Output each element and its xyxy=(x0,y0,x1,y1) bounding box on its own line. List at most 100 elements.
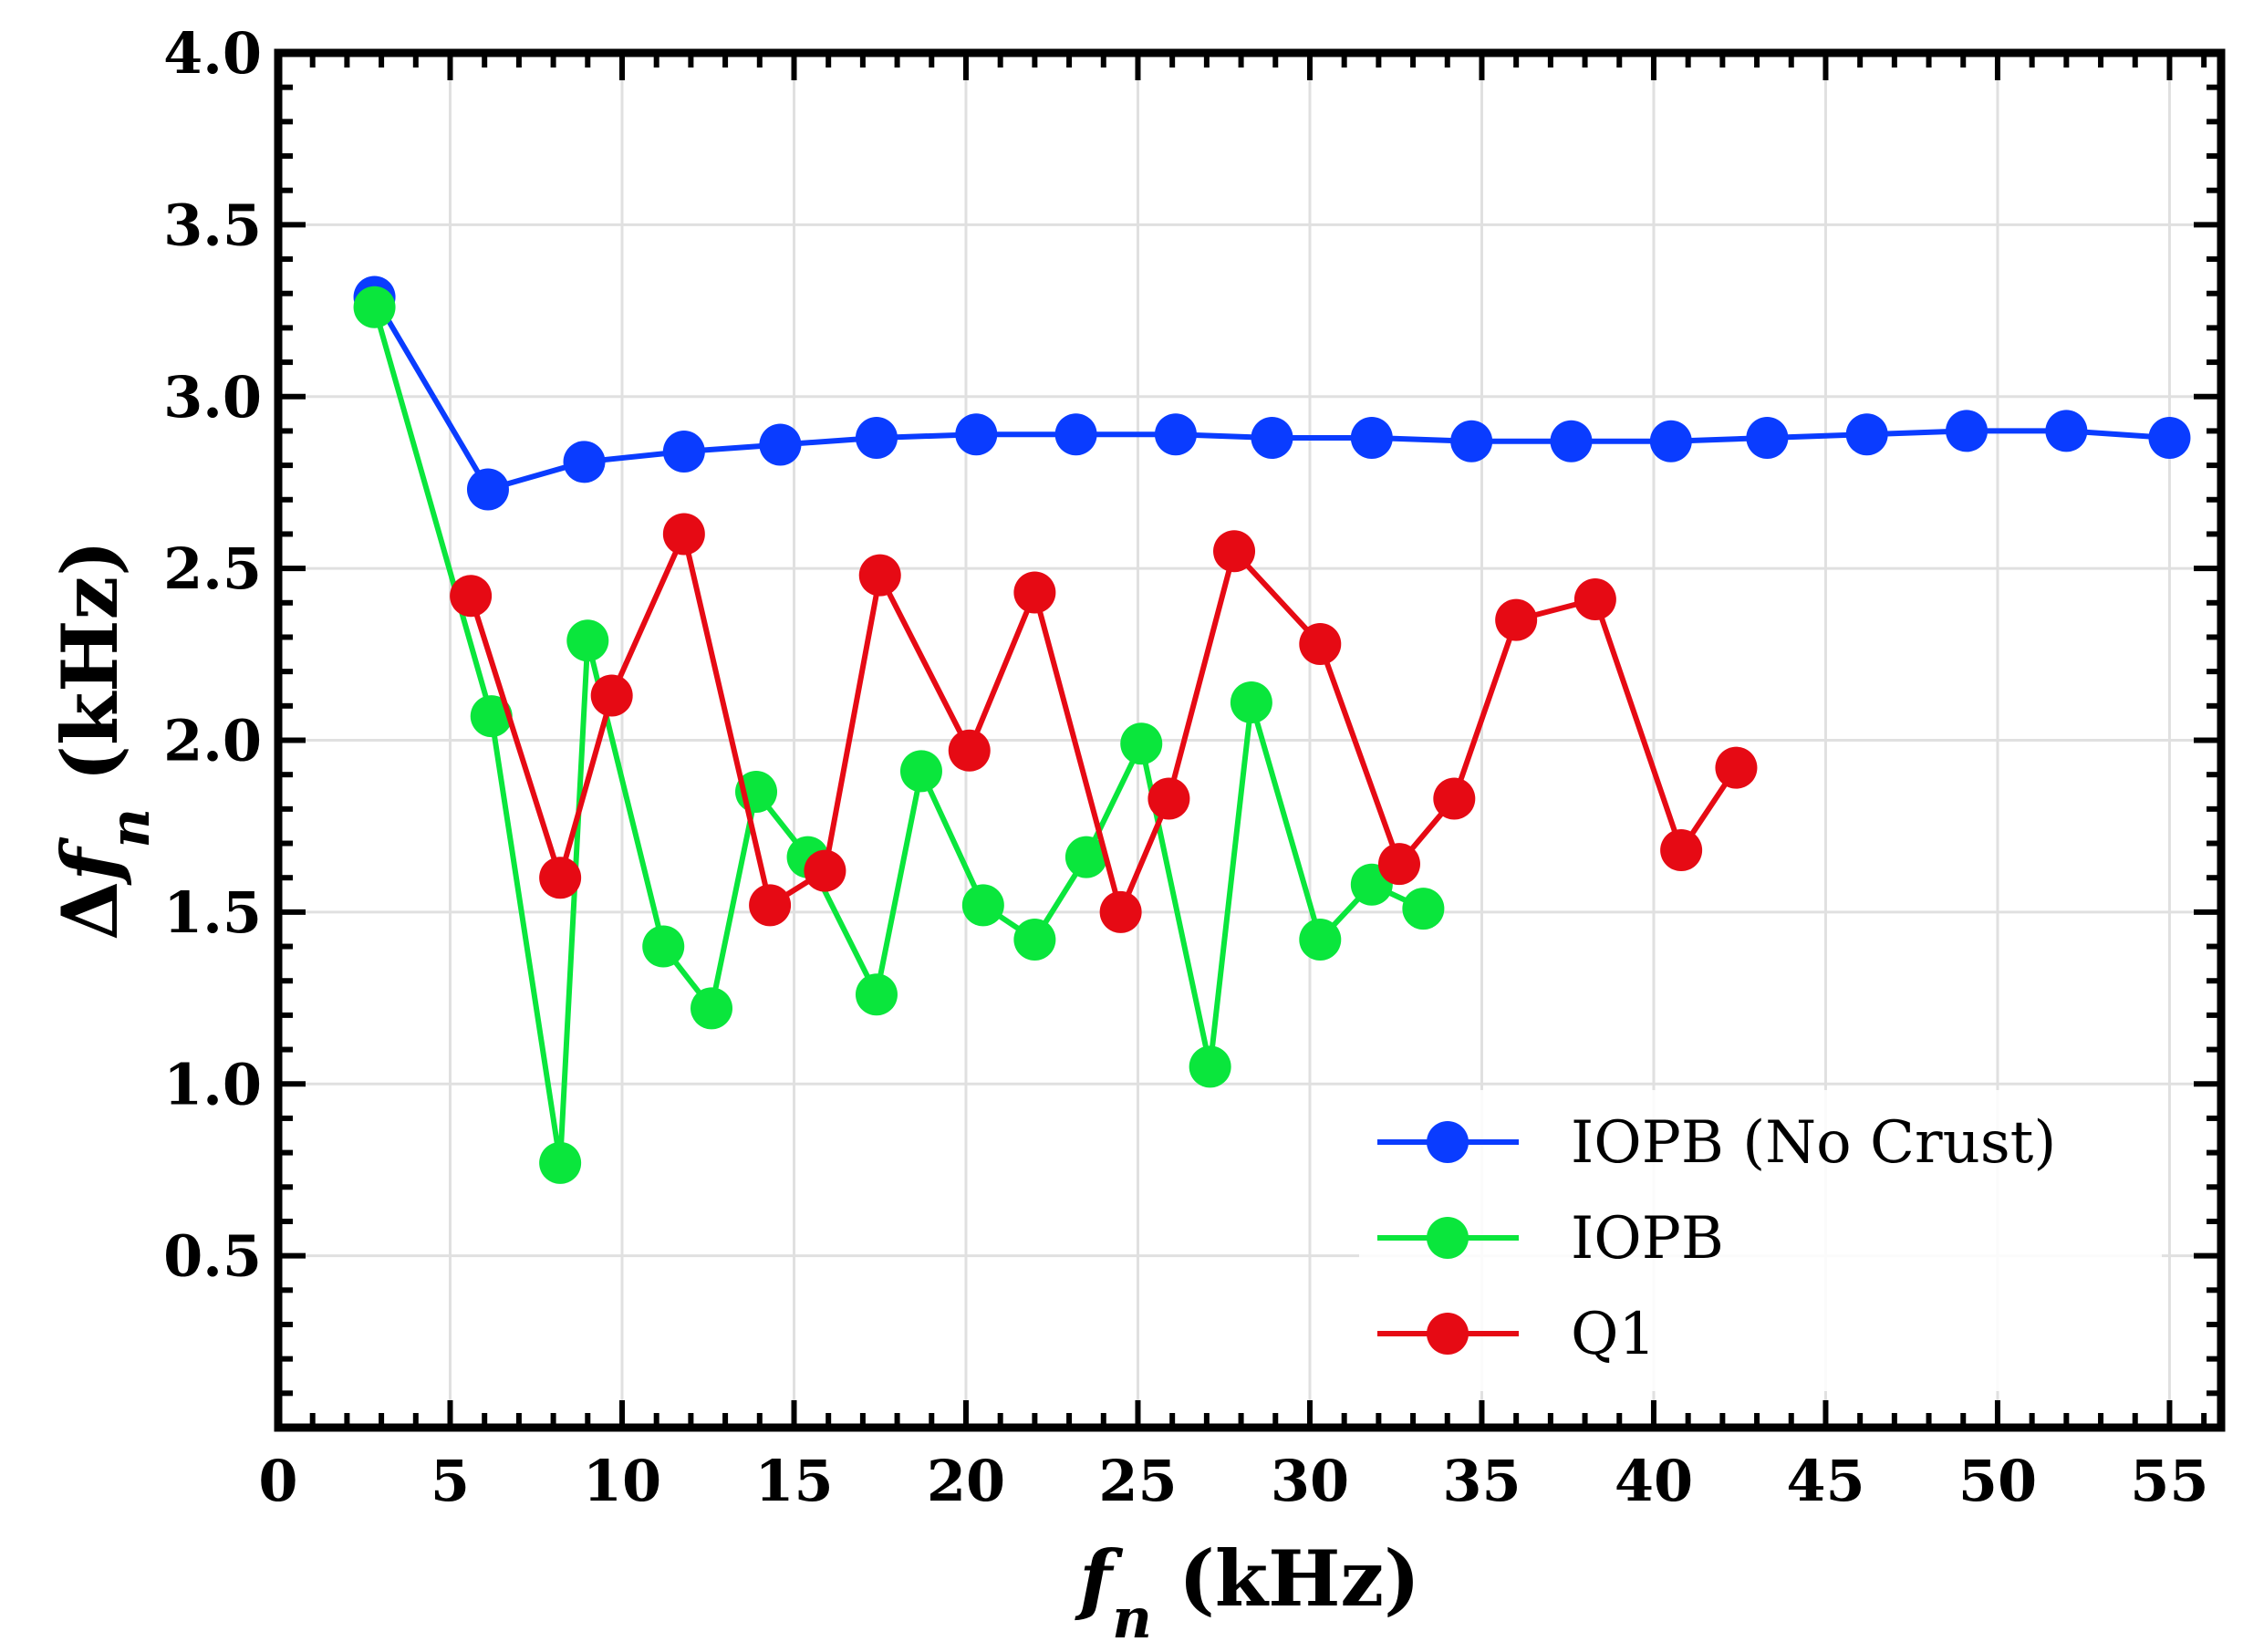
data-point-q1 xyxy=(1377,843,1420,886)
data-point-q1 xyxy=(1013,571,1056,614)
data-point-iopb-no-crust xyxy=(2148,416,2191,459)
legend-label: IOPB xyxy=(1571,1205,1724,1273)
data-point-iopb xyxy=(899,750,942,793)
data-point-q1 xyxy=(662,513,705,556)
y-tick-label: 3.5 xyxy=(163,192,262,258)
legend-marker xyxy=(1427,1217,1469,1259)
data-point-q1 xyxy=(1433,777,1476,820)
x-tick-label: 5 xyxy=(431,1448,470,1514)
y-tick-label: 4.0 xyxy=(163,20,262,87)
legend-label: Q1 xyxy=(1571,1301,1656,1368)
data-point-iopb xyxy=(1189,1045,1231,1088)
y-axis-label-prefix: Δ xyxy=(45,881,135,940)
data-point-q1 xyxy=(450,575,493,618)
data-point-iopb-no-crust xyxy=(1649,420,1692,462)
data-point-iopb-no-crust xyxy=(1946,410,1989,452)
x-tick-label: 40 xyxy=(1615,1448,1693,1514)
data-point-iopb-no-crust xyxy=(759,423,802,466)
legend-item-q1: Q1 xyxy=(1377,1301,1656,1368)
data-point-q1 xyxy=(1099,890,1142,933)
x-axis-label: fn (kHz) xyxy=(1075,1533,1420,1651)
legend-item-iopb-no-crust: IOPB (No Crust) xyxy=(1377,1109,2056,1177)
data-point-iopb-no-crust xyxy=(662,431,705,473)
data-point-q1 xyxy=(1573,578,1616,621)
x-tick-label: 35 xyxy=(1442,1448,1521,1514)
data-point-iopb xyxy=(642,925,685,968)
data-point-q1 xyxy=(804,849,846,892)
data-point-iopb-no-crust xyxy=(1845,413,1888,456)
data-point-iopb-no-crust xyxy=(1054,413,1097,456)
data-point-iopb xyxy=(1299,919,1342,961)
data-point-iopb xyxy=(1120,722,1163,765)
data-point-iopb xyxy=(566,619,609,662)
data-point-q1 xyxy=(1715,746,1758,789)
data-point-iopb-no-crust xyxy=(855,416,898,459)
data-point-iopb xyxy=(1402,888,1445,930)
y-axis-label: Δfn (kHz) xyxy=(45,540,162,940)
legend: IOPB (No Crust) IOPB Q1 xyxy=(1359,1090,2162,1391)
y-tick-label: 2.5 xyxy=(163,535,262,602)
data-point-q1 xyxy=(948,729,991,772)
legend-marker xyxy=(1427,1121,1469,1163)
x-tick-label: 55 xyxy=(2130,1448,2208,1514)
x-tick-labels: 0 5 10 15 20 25 30 35 40 45 50 55 xyxy=(258,1448,2208,1514)
series-line-iopb-no-crust xyxy=(372,295,2170,493)
data-point-q1 xyxy=(1147,777,1190,820)
x-tick-label: 20 xyxy=(927,1448,1005,1514)
x-tick-label: 45 xyxy=(1786,1448,1864,1514)
data-point-iopb xyxy=(1013,919,1056,961)
data-point-iopb-no-crust xyxy=(563,441,606,483)
x-tick-label: 30 xyxy=(1271,1448,1349,1514)
data-point-q1 xyxy=(749,884,792,927)
data-point-iopb xyxy=(961,884,1004,927)
series-group xyxy=(353,275,2191,1184)
y-tick-label: 0.5 xyxy=(163,1223,262,1290)
y-tick-labels: 0.5 1.0 1.5 2.0 2.5 3.0 3.5 4.0 xyxy=(163,20,262,1290)
plot-frame xyxy=(274,48,2226,1432)
data-point-q1 xyxy=(539,857,582,899)
data-point-q1 xyxy=(858,554,901,597)
x-tick-label: 10 xyxy=(583,1448,661,1514)
data-point-iopb-no-crust xyxy=(2045,410,2088,452)
x-axis-label-unit: (kHz) xyxy=(1152,1533,1420,1624)
x-axis-label-sub: n xyxy=(1112,1587,1152,1651)
series-iopb xyxy=(353,286,1445,1184)
data-point-iopb xyxy=(539,1141,582,1184)
data-point-iopb-no-crust xyxy=(1154,413,1197,456)
data-point-iopb xyxy=(353,286,396,328)
y-tick-label: 2.0 xyxy=(163,708,262,774)
legend-label: IOPB (No Crust) xyxy=(1571,1109,2056,1177)
data-point-iopb xyxy=(470,695,513,738)
series-q1 xyxy=(450,513,1758,933)
y-tick-label: 1.0 xyxy=(163,1051,262,1117)
y-axis-label-unit: (kHz) xyxy=(45,540,135,808)
y-axis-label-sub: n xyxy=(99,808,162,848)
data-point-iopb-no-crust xyxy=(1350,416,1393,459)
x-tick-label: 15 xyxy=(754,1448,833,1514)
x-tick-label: 0 xyxy=(258,1448,297,1514)
data-point-q1 xyxy=(590,674,633,717)
data-point-iopb xyxy=(1230,681,1272,724)
data-point-iopb-no-crust xyxy=(1450,420,1493,462)
x-tick-label: 25 xyxy=(1098,1448,1177,1514)
data-point-q1 xyxy=(1213,530,1256,573)
data-point-iopb-no-crust xyxy=(1746,416,1789,459)
data-point-iopb xyxy=(855,973,898,1016)
data-point-iopb-no-crust xyxy=(1550,420,1593,462)
y-tick-label: 3.0 xyxy=(163,364,262,431)
y-tick-label: 1.5 xyxy=(163,879,262,946)
data-point-iopb-no-crust xyxy=(466,468,509,511)
series-line-q1 xyxy=(468,531,1739,915)
data-point-iopb-no-crust xyxy=(1251,416,1293,459)
x-tick-label: 50 xyxy=(1958,1448,2037,1514)
legend-marker xyxy=(1427,1313,1469,1355)
data-point-iopb xyxy=(691,987,733,1030)
data-point-iopb-no-crust xyxy=(955,413,998,456)
data-point-q1 xyxy=(1660,829,1703,872)
legend-item-iopb: IOPB xyxy=(1377,1205,1724,1273)
data-point-q1 xyxy=(1495,598,1538,641)
data-point-iopb xyxy=(1064,836,1107,878)
data-point-q1 xyxy=(1299,623,1342,666)
series-iopb-no-crust xyxy=(353,275,2191,511)
